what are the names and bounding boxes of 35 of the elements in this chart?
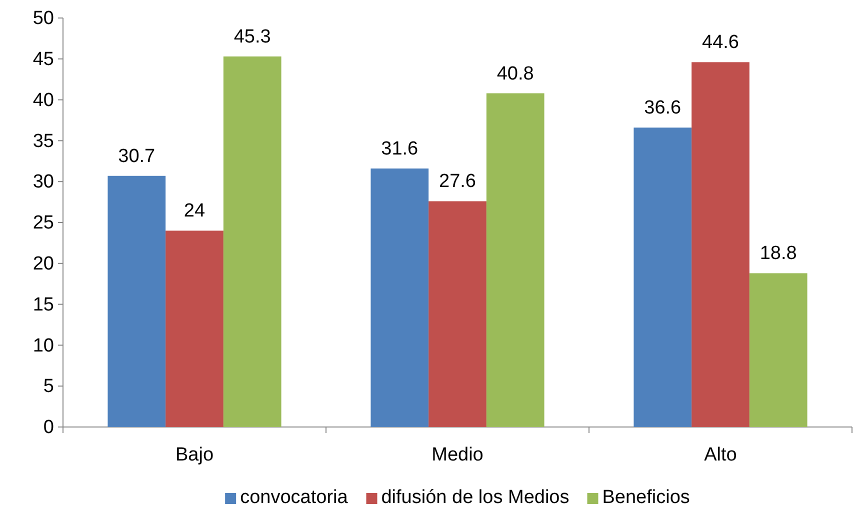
y-tick-label: 0 xyxy=(43,417,54,438)
bar xyxy=(108,176,166,427)
data-label: 40.8 xyxy=(496,63,534,84)
y-tick-label: 20 xyxy=(32,253,54,274)
bar xyxy=(634,128,692,427)
x-tick-label: Bajo xyxy=(175,444,214,466)
legend-label: Beneficios xyxy=(602,487,690,508)
data-label: 44.6 xyxy=(702,32,739,54)
y-tick-label: 35 xyxy=(32,130,54,152)
bar xyxy=(428,201,486,427)
y-tick-label: 45 xyxy=(32,48,54,70)
bar xyxy=(223,56,282,427)
y-tick-label: 5 xyxy=(43,376,54,398)
data-label: 24 xyxy=(184,200,206,222)
legend-label: convocatoria xyxy=(240,487,348,508)
x-tick-label: Medio xyxy=(432,444,484,466)
bar xyxy=(370,168,429,427)
y-tick-label: 50 xyxy=(32,8,54,30)
data-label: 30.7 xyxy=(118,146,156,167)
data-label: 36.6 xyxy=(644,98,682,119)
legend-label: difusión de los Medios xyxy=(381,487,570,508)
bar xyxy=(166,230,224,427)
data-label: 45.3 xyxy=(234,26,271,48)
bar xyxy=(486,93,544,427)
data-label: 18.8 xyxy=(760,243,797,264)
data-label: 31.6 xyxy=(381,138,418,160)
data-label: 27.6 xyxy=(439,171,476,192)
y-tick-label: 40 xyxy=(32,90,54,111)
bar xyxy=(749,273,808,427)
x-tick-label: Alto xyxy=(704,444,737,466)
bar xyxy=(692,62,750,427)
y-tick-label: 25 xyxy=(32,212,54,234)
y-tick-label: 10 xyxy=(32,335,54,356)
y-tick-label: 30 xyxy=(32,172,54,193)
y-tick-label: 15 xyxy=(32,294,54,316)
